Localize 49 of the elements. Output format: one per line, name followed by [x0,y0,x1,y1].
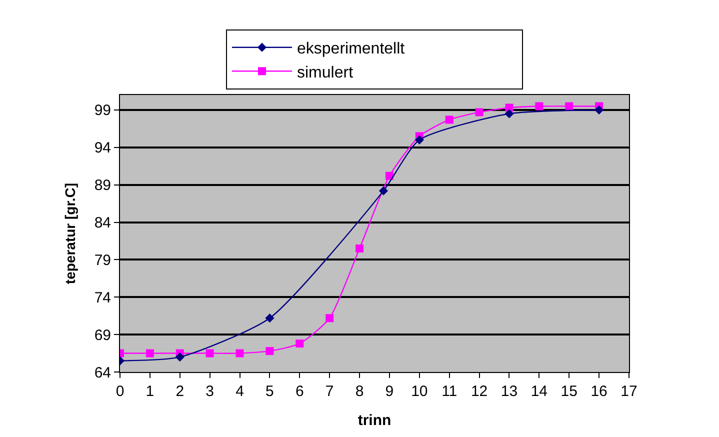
point [206,349,214,358]
point [445,116,454,124]
x-tick-label: 5 [266,383,274,400]
y-tick-label: 94 [94,140,111,157]
y-tick-label: 74 [94,289,111,306]
point [565,102,574,110]
point [378,186,388,196]
x-tick-label: 8 [355,383,364,400]
point [414,135,424,144]
point [594,105,604,115]
point [475,108,484,116]
point [175,352,184,362]
x-tick-label: 2 [176,383,184,400]
point [326,314,334,322]
x-tick-label: 10 [411,383,428,400]
point [385,172,394,180]
x-tick-label: 6 [295,383,304,400]
point [535,102,544,110]
x-tick-label: 9 [385,383,394,400]
point [266,347,274,356]
point [265,314,274,323]
legend-label: eksperimentellt [297,40,406,58]
x-tick-label: 0 [116,383,124,400]
point [146,349,154,358]
x-tick-label: 12 [470,383,488,400]
x-tick-label: 14 [530,383,548,400]
x-tick-label: 1 [146,383,154,400]
y-tick-label: 69 [94,326,111,344]
y-tick-label: 64 [94,364,111,382]
x-axis-title: trinn [358,412,392,429]
y-tick-label: 89 [94,177,111,194]
point [504,109,514,118]
point [236,349,244,358]
y-tick-label: 79 [94,252,111,269]
x-tick-label: 3 [206,383,214,400]
point [505,104,514,112]
point [356,244,364,252]
x-tick-label: 13 [500,383,518,400]
x-tick-label: 11 [442,383,458,400]
x-tick-label: 17 [620,383,638,400]
x-tick-label: 7 [325,383,334,400]
y-tick-label: 84 [94,214,111,232]
x-tick-label: 16 [590,383,608,400]
y-axis-title: teperatur [gr.C] [62,182,78,284]
x-tick-label: 15 [560,383,578,400]
y-tick-label: 99 [94,102,111,120]
legend-label: simulert [297,64,354,82]
x-tick-label: 4 [236,383,244,400]
point [296,340,304,348]
